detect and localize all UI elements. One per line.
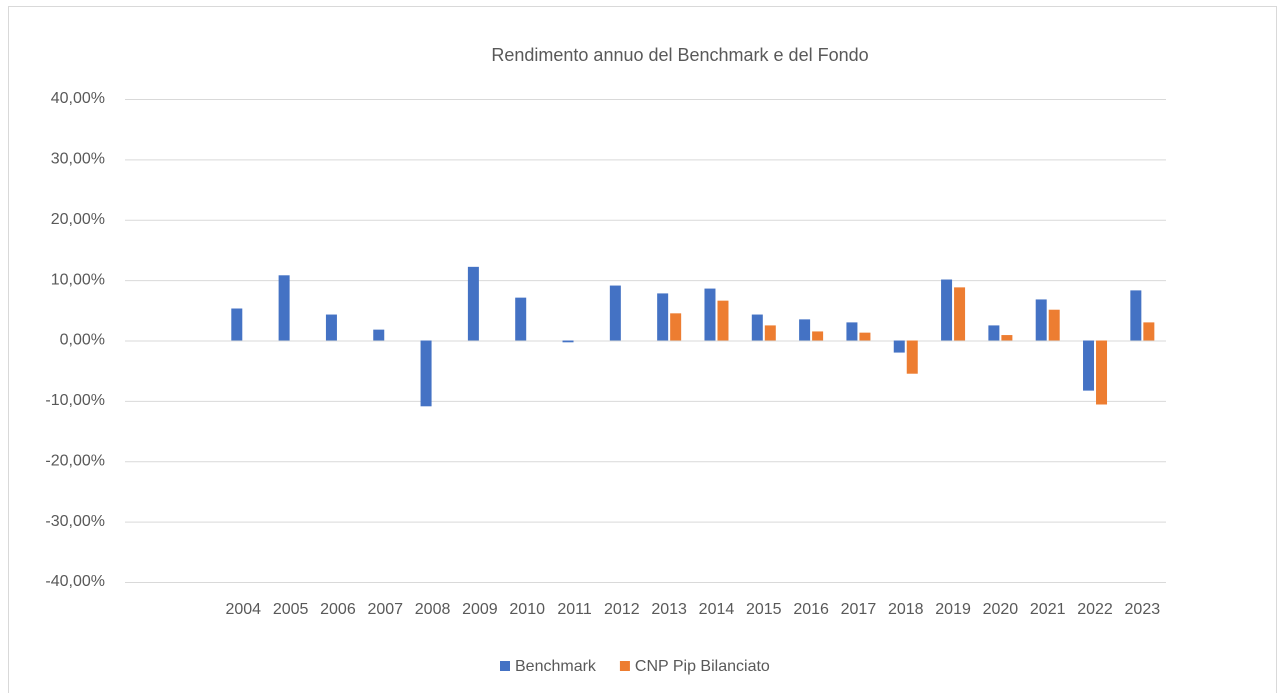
bar bbox=[1130, 290, 1142, 341]
x-tick-label: 2006 bbox=[320, 601, 356, 618]
bar bbox=[764, 325, 776, 341]
bar bbox=[373, 329, 385, 341]
bar bbox=[325, 314, 337, 341]
y-tick-label: 30,00% bbox=[51, 151, 105, 168]
bar bbox=[893, 340, 905, 353]
bar bbox=[609, 285, 621, 341]
x-tick-label: 2014 bbox=[699, 601, 735, 618]
bar bbox=[751, 314, 763, 341]
bar bbox=[1083, 340, 1095, 391]
bar bbox=[231, 308, 243, 341]
bar bbox=[1001, 335, 1013, 341]
bar bbox=[954, 287, 966, 341]
y-tick-label: -30,00% bbox=[45, 513, 105, 530]
bar bbox=[670, 313, 682, 341]
chart-border bbox=[8, 6, 1277, 693]
y-tick-label: -40,00% bbox=[45, 573, 105, 590]
bar bbox=[278, 275, 290, 341]
x-tick-label: 2008 bbox=[415, 601, 451, 618]
x-tick-label: 2004 bbox=[225, 601, 261, 618]
x-tick-label: 2023 bbox=[1125, 601, 1161, 618]
bar bbox=[941, 279, 953, 341]
legend-swatch bbox=[500, 661, 510, 671]
bar bbox=[420, 340, 432, 407]
bar bbox=[859, 332, 871, 341]
y-tick-label: -10,00% bbox=[45, 392, 105, 409]
bar bbox=[799, 319, 811, 341]
legend-label: CNP Pip Bilanciato bbox=[635, 658, 770, 675]
x-tick-label: 2013 bbox=[651, 601, 687, 618]
x-tick-label: 2010 bbox=[509, 601, 545, 618]
x-tick-label: 2012 bbox=[604, 601, 640, 618]
y-tick-label: 20,00% bbox=[51, 211, 105, 228]
x-tick-label: 2019 bbox=[935, 601, 971, 618]
y-tick-label: 40,00% bbox=[51, 90, 105, 107]
y-tick-label: -20,00% bbox=[45, 452, 105, 469]
bar bbox=[704, 288, 716, 341]
x-tick-label: 2009 bbox=[462, 601, 498, 618]
y-tick-label: 10,00% bbox=[51, 271, 105, 288]
bar bbox=[467, 266, 479, 341]
legend-swatch bbox=[619, 661, 630, 671]
y-tick-label: 0,00% bbox=[60, 332, 105, 349]
x-tick-label: 2007 bbox=[367, 601, 403, 618]
x-tick-label: 2017 bbox=[841, 601, 877, 618]
bar bbox=[1035, 299, 1047, 341]
bar bbox=[906, 340, 918, 374]
x-tick-label: 2021 bbox=[1030, 601, 1066, 618]
bar bbox=[812, 331, 824, 341]
x-tick-label: 2015 bbox=[746, 601, 782, 618]
bar bbox=[717, 300, 729, 341]
bar bbox=[515, 297, 527, 341]
bar bbox=[1096, 340, 1108, 405]
chart-title: Rendimento annuo del Benchmark e del Fon… bbox=[491, 45, 868, 65]
x-tick-label: 2020 bbox=[983, 601, 1019, 618]
bar bbox=[657, 293, 669, 341]
bar bbox=[988, 325, 1000, 341]
x-tick-label: 2016 bbox=[793, 601, 829, 618]
bar bbox=[846, 322, 858, 341]
bar bbox=[1048, 309, 1060, 341]
x-tick-label: 2022 bbox=[1077, 601, 1113, 618]
legend-label: Benchmark bbox=[515, 658, 597, 675]
bar bbox=[562, 340, 574, 343]
x-tick-label: 2011 bbox=[557, 601, 592, 618]
x-tick-label: 2005 bbox=[273, 601, 309, 618]
x-tick-label: 2018 bbox=[888, 601, 924, 618]
bar bbox=[1143, 322, 1155, 341]
